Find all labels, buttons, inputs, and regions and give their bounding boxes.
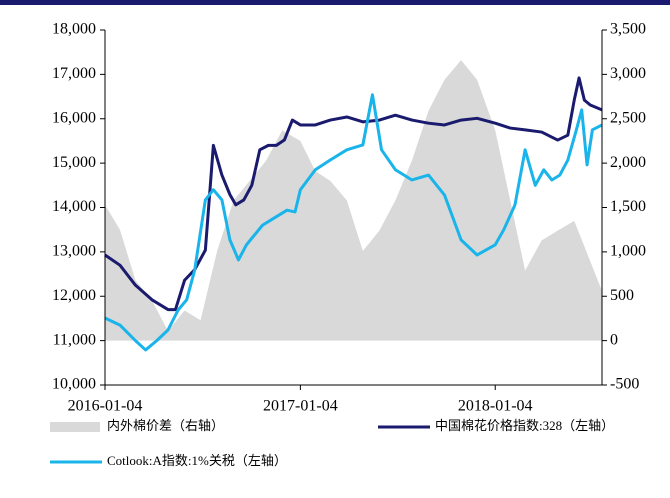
y2-tick-label: 3,000 <box>610 65 646 82</box>
y2-tick-label: 1,500 <box>610 198 646 215</box>
y-tick-label: 14,000 <box>52 198 96 215</box>
y-tick-label: 16,000 <box>52 109 96 126</box>
y-tick-label: 18,000 <box>52 21 96 38</box>
top-bar <box>0 0 670 5</box>
y2-tick-label: 1,000 <box>610 243 646 260</box>
y2-tick-label: 500 <box>610 287 634 304</box>
legend-label: 中国棉花价格指数:328（左轴） <box>435 418 614 433</box>
y2-tick-label: 2,500 <box>610 109 646 126</box>
y-tick-label: 13,000 <box>52 243 96 260</box>
y-tick-label: 15,000 <box>52 154 96 171</box>
y-tick-label: 12,000 <box>52 287 96 304</box>
y2-tick-label: 0 <box>610 331 618 348</box>
area <box>105 60 602 341</box>
legend-label: Cotlook:A指数:1%关税（左轴） <box>107 453 287 468</box>
y2-tick-label: 3,500 <box>610 21 646 38</box>
y2-tick-label: -500 <box>610 376 639 393</box>
x-tick-label: 2017-01-04 <box>263 398 338 415</box>
line <box>104 93 603 352</box>
legend-swatch <box>50 422 100 432</box>
y-tick-label: 10,000 <box>52 376 96 393</box>
y2-tick-label: 2,000 <box>610 154 646 171</box>
x-tick-label: 2016-01-04 <box>68 398 143 415</box>
y-tick-label: 17,000 <box>52 65 96 82</box>
y-tick-label: 11,000 <box>53 331 96 348</box>
x-tick-label: 2018-01-04 <box>458 398 533 415</box>
legend-label: 内外棉价差（右轴） <box>107 418 224 433</box>
